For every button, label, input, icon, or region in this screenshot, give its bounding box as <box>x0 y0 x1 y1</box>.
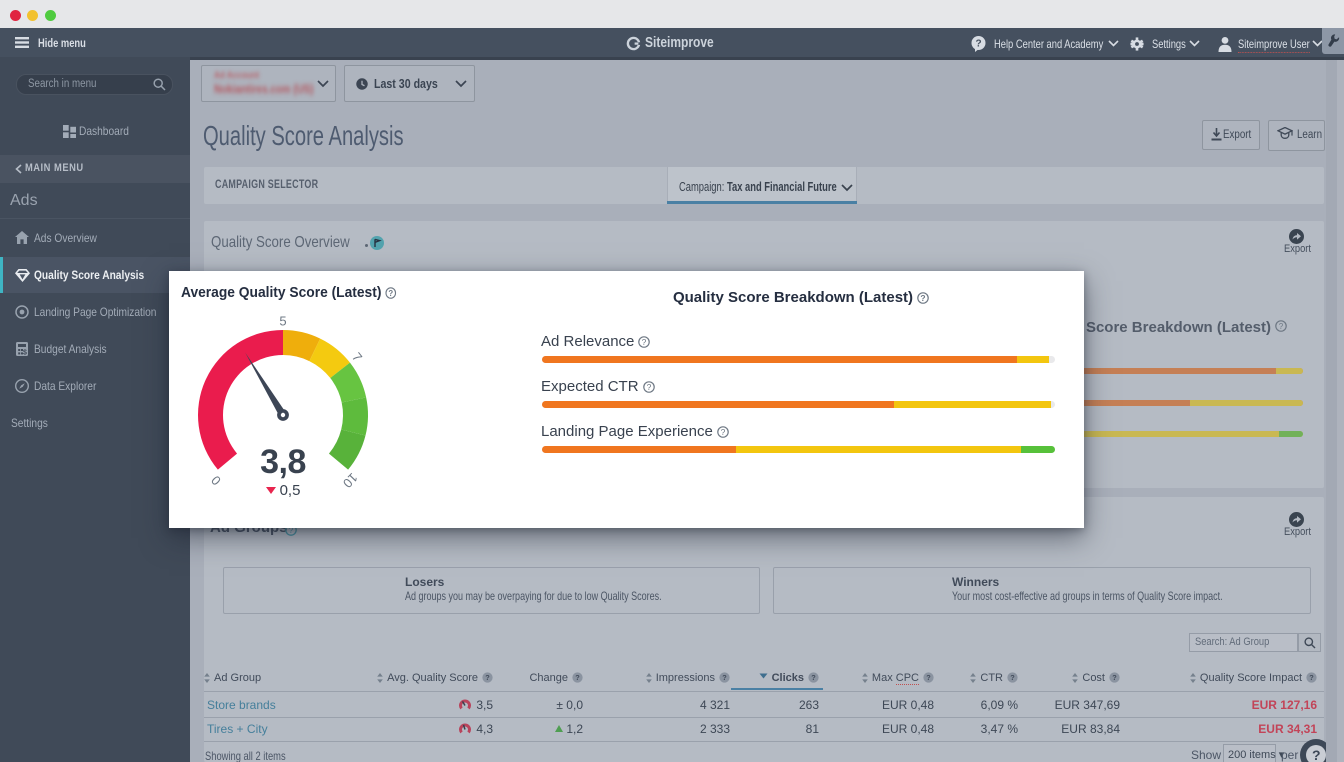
svg-text:?: ? <box>1010 673 1015 682</box>
svg-text:0: 0 <box>208 473 224 489</box>
svg-text:10: 10 <box>340 470 361 491</box>
svg-text:?: ? <box>722 673 727 682</box>
svg-text:7: 7 <box>349 350 365 365</box>
svg-text:$: $ <box>23 350 27 356</box>
svg-text:?: ? <box>1112 673 1117 682</box>
svg-text:?: ? <box>720 427 725 437</box>
svg-text:?: ? <box>1279 322 1284 331</box>
svg-text:?: ? <box>926 673 931 682</box>
svg-text:?: ? <box>646 382 651 392</box>
svg-text:?: ? <box>485 673 490 682</box>
svg-text:?: ? <box>975 39 981 50</box>
svg-text:?: ? <box>289 526 294 535</box>
svg-text:?: ? <box>1309 673 1314 682</box>
svg-text:?: ? <box>811 673 816 682</box>
svg-text:5: 5 <box>279 314 286 329</box>
svg-text:?: ? <box>920 293 925 303</box>
svg-text:?: ? <box>575 673 580 682</box>
svg-text:?: ? <box>388 289 393 298</box>
svg-text:?: ? <box>642 337 647 347</box>
